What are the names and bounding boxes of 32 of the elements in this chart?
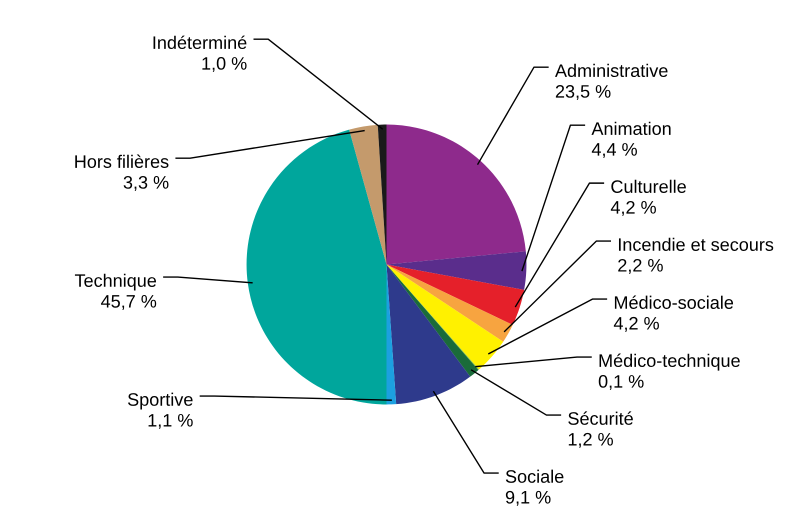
slice-label: Culturelle [611, 180, 686, 193]
data-label: 1,0 % [202, 57, 247, 72]
pie-slice [246, 130, 387, 404]
pie-slice [386, 264, 524, 325]
data-label: 1,2 % [568, 432, 613, 448]
data-label: 1,1 % [148, 414, 193, 429]
slice-label: Sécurité [568, 411, 633, 425]
slice-label: Sportive [128, 392, 193, 410]
pie-slice [386, 264, 513, 342]
data-label: 2,2 % [618, 258, 663, 274]
data-label: 9,1 % [506, 490, 551, 506]
slice-label: Médico-sociale [614, 295, 734, 309]
slice-label: Sociale [506, 470, 564, 483]
data-label: 4,4 % [592, 143, 637, 158]
slice-label: Indéterminé [154, 36, 246, 50]
slice-label: Technique [74, 274, 156, 291]
slice-label: Administrative [555, 64, 668, 78]
slice-label: Incendie et secours [618, 238, 774, 251]
pie-slice [386, 264, 504, 370]
pie-slice [349, 124, 387, 264]
pie-slice [386, 124, 526, 264]
data-label: 23,5 % [556, 85, 611, 100]
data-label: 3,3 % [124, 176, 168, 191]
slice-label: Hors filières [75, 154, 168, 168]
data-label: 4,2 % [614, 316, 659, 332]
pie-slice [386, 251, 526, 290]
data-label: 0,1 % [598, 375, 644, 390]
slice-label: Animation [591, 122, 671, 136]
data-label: 4,2 % [610, 200, 656, 216]
slice-label: Médico-technique [600, 354, 740, 371]
data-label: 45,7 % [101, 295, 156, 310]
pie-slice [386, 264, 470, 404]
